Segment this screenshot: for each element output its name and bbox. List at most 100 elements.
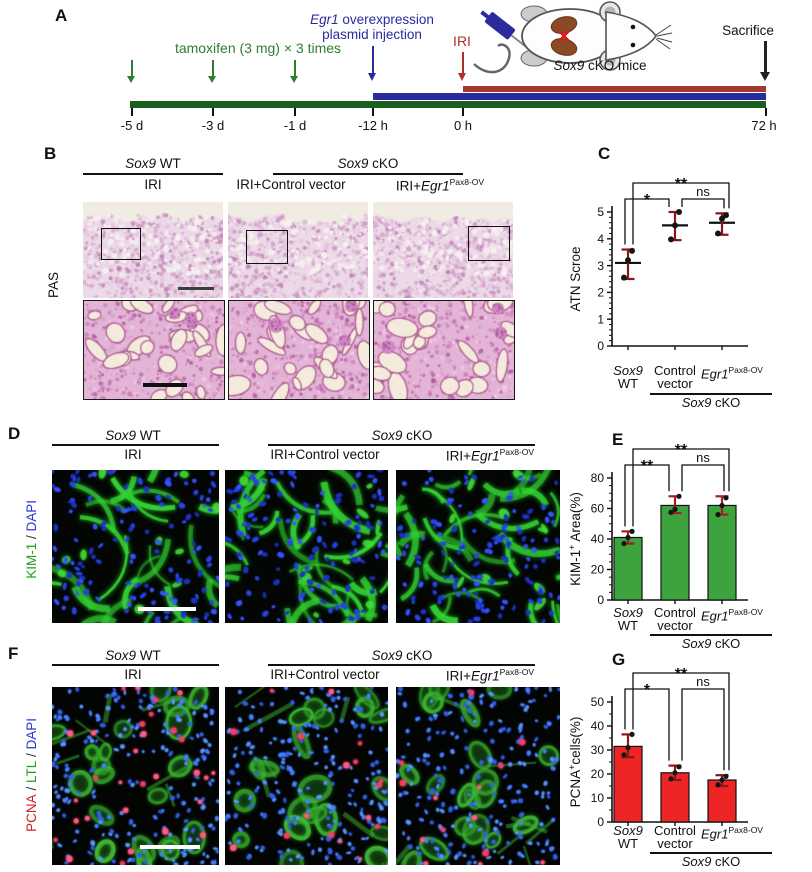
pas-image-control-high (228, 300, 370, 400)
d-cko-underline (268, 444, 535, 446)
b-header-cko: Sox9 cKO (338, 156, 399, 171)
svg-text:3: 3 (597, 259, 604, 273)
b-egr1-sup: Pax8-OV (449, 177, 485, 187)
group-label-egr1: Egr1Pax8-OV (701, 824, 763, 840)
svg-text:30: 30 (591, 743, 605, 757)
panel-e-label: E (612, 430, 624, 449)
f-wt-italic: Sox9 (105, 648, 137, 663)
tick-label: -3 d (201, 118, 225, 133)
atn-point (723, 212, 729, 219)
mouse-label-italic: Sox9 (553, 58, 585, 73)
f-wt-underline (52, 664, 219, 666)
g3-italic: Egr1 (701, 366, 729, 382)
iri-period-bar (463, 86, 766, 92)
g1-italic: Sox9 (613, 823, 643, 838)
b-wt-underline (83, 173, 223, 175)
d-cko-rest: cKO (402, 428, 433, 443)
atn-ylabel: ATN Scroe (568, 246, 583, 311)
svg-text:40: 40 (591, 532, 605, 546)
panel-c-label: C (598, 144, 611, 163)
kim1-xaxis-labels: Sox9 WT Control vector Egr1Pax8-OV Sox9 cK… (566, 606, 812, 650)
kim1-point (719, 502, 725, 509)
g2-line1: Control (654, 363, 696, 378)
panel-b-label: B (44, 144, 57, 163)
pcna-xaxis-labels: Sox9 WT Control vector Egr1Pax8-OV Sox9 cK… (566, 824, 812, 868)
f-header-wt: Sox9 WT (105, 648, 161, 663)
d-egr1-sup: Pax8-OV (499, 447, 535, 457)
d-egr1-prefix: IRI+ (445, 448, 472, 464)
g1-italic: Sox9 (613, 605, 643, 620)
d-header-egr1: IRI+Egr1Pax8-OV (446, 447, 534, 464)
kim1-label: KIM-1 (24, 542, 39, 579)
atn-point (676, 209, 682, 215)
ltl-label: LTL (24, 760, 39, 784)
cko-italic: Sox9 (681, 395, 712, 410)
pcna-point (621, 752, 627, 758)
cko-rest: cKO (711, 854, 741, 869)
pas-image-control-low (228, 202, 368, 298)
g2-line2: vector (657, 376, 693, 391)
d-header-wt: Sox9 WT (105, 428, 161, 443)
f-cko-italic: Sox9 (371, 648, 403, 663)
group-label-egr1: Egr1Pax8-OV (701, 606, 763, 622)
tick-label: 72 h (751, 118, 777, 133)
pcna-sig-label: ** (675, 666, 688, 683)
pcna-point (715, 782, 721, 788)
pcna-point (672, 770, 678, 776)
b-header-control: IRI+Control vector (236, 177, 346, 192)
mouse-head (605, 11, 657, 61)
sacrifice-label: Sacrifice (722, 23, 774, 38)
kim1-sig-label: ** (641, 458, 654, 475)
group-label-wt: Sox9 WT (613, 364, 643, 390)
pas-image-egr1-low (373, 202, 513, 298)
kim1-plot: 0 20 40 60 80 KIM-1+ Area(%) ** ** ns (567, 442, 748, 607)
f-cko-rest: cKO (402, 648, 433, 663)
d-wt-rest: WT (136, 428, 161, 443)
timeline-tick (372, 108, 374, 116)
d-wt-underline (52, 444, 219, 446)
tamoxifen-arrowhead-icon (127, 76, 135, 83)
b-header-iri: IRI (144, 177, 162, 192)
kim1-point (625, 534, 631, 541)
atn-point (625, 257, 631, 264)
mouse-eye (630, 24, 636, 30)
pcna-point (719, 777, 725, 783)
tick-label: -12 h (358, 118, 388, 133)
tamoxifen-arrow-icon (294, 60, 296, 76)
cko-rest: cKO (711, 636, 741, 651)
timeline-tick (462, 108, 464, 116)
timeline-tick (212, 108, 214, 116)
pcna-point (668, 776, 674, 782)
dapi-label: DAPI (24, 718, 39, 750)
atn-point (715, 230, 721, 237)
pas-inset-box (468, 226, 510, 261)
pcna-image-egr1 (396, 687, 560, 865)
f-egr1-sup: Pax8-OV (499, 667, 535, 677)
svg-text:20: 20 (591, 563, 605, 577)
svg-text:1: 1 (597, 312, 604, 326)
pas-image-wt-low (83, 202, 223, 298)
scale-bar (140, 845, 200, 849)
pcna-ltl-dapi-stain-label: PCNA / LTL / DAPI (24, 718, 39, 832)
pas-image-egr1-high (373, 300, 515, 400)
pas-inset-box (246, 230, 288, 264)
kim1-ylabel: KIM-1+ Area(%) (567, 492, 583, 586)
iri-label: IRI (453, 33, 471, 49)
kim1-bar (707, 504, 737, 601)
pas-stain-label: PAS (46, 272, 61, 299)
kim1-image-control (225, 470, 388, 623)
g2-line1: Control (654, 605, 696, 620)
atn-point (629, 247, 635, 254)
cko-group-label: Sox9 cKO (682, 396, 741, 409)
mouse-label-rest: cKO mice (584, 58, 647, 73)
svg-text:10: 10 (591, 791, 605, 805)
pcna-sig-label: * (644, 682, 651, 699)
g1-italic: Sox9 (613, 363, 643, 378)
panel-d-label: D (8, 424, 21, 443)
d-header-control: IRI+Control vector (270, 447, 380, 462)
f-header-iri: IRI (124, 667, 142, 682)
f-egr1-italic: Egr1 (471, 668, 500, 684)
f-wt-rest: WT (136, 648, 161, 663)
cko-italic: Sox9 (681, 636, 712, 651)
